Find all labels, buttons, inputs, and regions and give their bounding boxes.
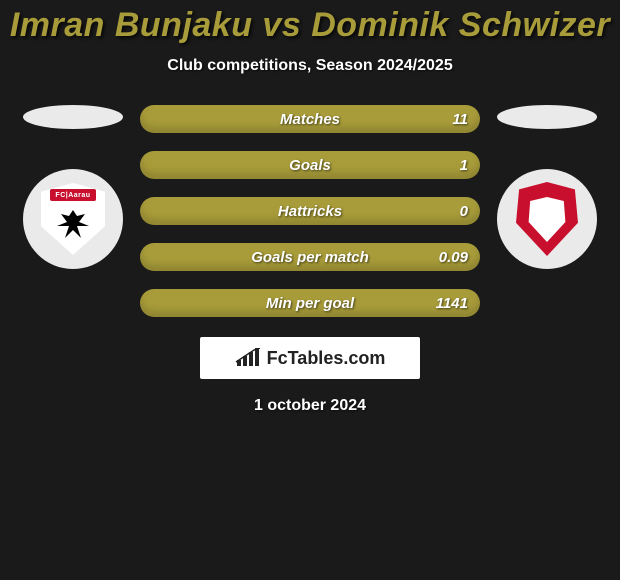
footer-date: 1 october 2024 (0, 397, 620, 415)
stat-row-goals-per-match: Goals per match 0.09 (140, 243, 480, 271)
eagle-icon (53, 204, 93, 244)
watermark: FcTables.com (200, 337, 420, 379)
stat-value: 0.09 (439, 249, 468, 266)
vaduz-inner-shield (527, 194, 567, 244)
stat-label: Matches (280, 111, 340, 128)
right-club-badge (497, 169, 597, 269)
stat-row-matches: Matches 11 (140, 105, 480, 133)
comparison-card: Imran Bunjaku vs Dominik Schwizer Club c… (0, 0, 620, 415)
stat-value: 11 (452, 111, 468, 128)
stat-label: Goals (289, 157, 331, 174)
right-player-placeholder (497, 105, 597, 129)
aarau-shield-icon: FC|Aarau (41, 183, 105, 255)
left-club-badge: FC|Aarau (23, 169, 123, 269)
stat-value: 0 (460, 203, 468, 220)
aarau-banner: FC|Aarau (50, 189, 96, 201)
stat-row-min-per-goal: Min per goal 1141 (140, 289, 480, 317)
stat-row-hattricks: Hattricks 0 (140, 197, 480, 225)
stat-row-goals: Goals 1 (140, 151, 480, 179)
main-row: FC|Aarau Matches 11 Goals 1 Hattricks (0, 105, 620, 317)
vaduz-shield-icon (516, 182, 578, 256)
stat-label: Min per goal (266, 295, 354, 312)
left-player-placeholder (23, 105, 123, 129)
page-title: Imran Bunjaku vs Dominik Schwizer (0, 6, 620, 45)
stat-value: 1141 (436, 295, 468, 312)
page-subtitle: Club competitions, Season 2024/2025 (0, 57, 620, 75)
stat-value: 1 (460, 157, 468, 174)
watermark-text: FcTables.com (267, 348, 386, 369)
stat-label: Goals per match (251, 249, 369, 266)
bar-chart-icon (235, 348, 261, 368)
right-player-column (492, 105, 602, 269)
stat-label: Hattricks (278, 203, 342, 220)
stats-list: Matches 11 Goals 1 Hattricks 0 Goals per… (140, 105, 480, 317)
left-player-column: FC|Aarau (18, 105, 128, 269)
